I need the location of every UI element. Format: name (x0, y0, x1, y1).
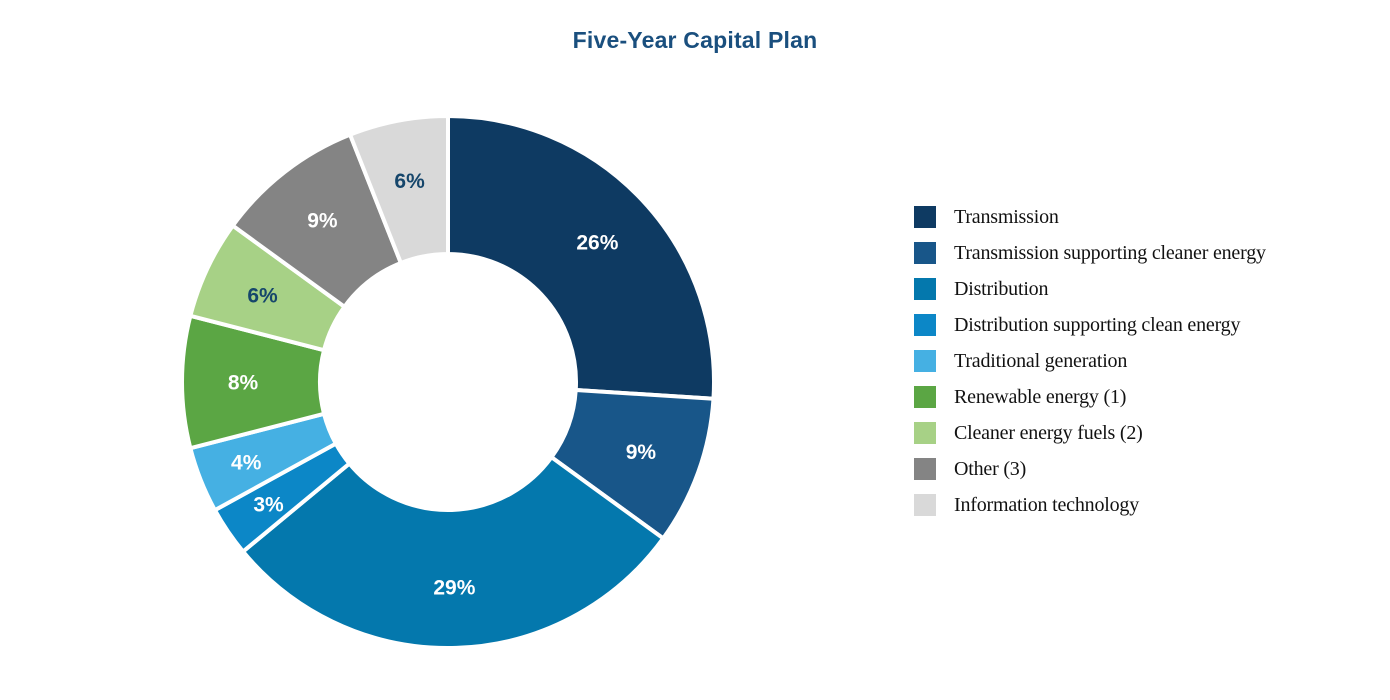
donut-segment-0 (446, 114, 716, 401)
legend-label: Transmission (954, 205, 1059, 228)
legend-item-8: Information technology (914, 487, 1266, 523)
legend-item-1: Transmission supporting cleaner energy (914, 235, 1266, 271)
legend-swatch (914, 494, 936, 516)
segment-value-label: 3% (253, 494, 284, 517)
donut-chart-svg: 26% 9% 29% 3% 4% 8% 6% 9% 6% (180, 114, 716, 650)
legend-swatch (914, 350, 936, 372)
segment-value-label: 6% (247, 284, 278, 307)
legend-label: Other (3) (954, 457, 1027, 480)
chart-title: Five-Year Capital Plan (572, 27, 818, 53)
legend-item-7: Other (3) (914, 451, 1266, 487)
legend-label: Distribution (954, 277, 1049, 300)
chart-legend: Transmission Transmission supporting clea… (914, 199, 1266, 523)
legend-swatch (914, 206, 936, 228)
donut-segment-8 (348, 114, 450, 265)
segment-value-label: 9% (307, 210, 338, 233)
segment-value-label: 29% (433, 576, 475, 599)
donut-chart: 26% 9% 29% 3% 4% 8% 6% 9% 6% (178, 112, 718, 652)
legend-item-3: Distribution supporting clean energy (914, 307, 1266, 343)
legend-swatch (914, 278, 936, 300)
segment-value-label: 8% (228, 372, 259, 395)
legend-swatch (914, 242, 936, 264)
legend-label: Traditional generation (954, 349, 1128, 372)
legend-item-5: Renewable energy (1) (914, 379, 1266, 415)
segment-value-label: 26% (576, 231, 618, 254)
segment-value-label: 6% (394, 170, 425, 193)
legend-label: Distribution supporting clean energy (954, 313, 1241, 336)
segment-value-label: 4% (231, 451, 262, 474)
legend-item-4: Traditional generation (914, 343, 1266, 379)
donut-segment-2 (241, 455, 666, 650)
legend-item-0: Transmission (914, 199, 1266, 235)
legend-label: Information technology (954, 493, 1139, 516)
legend-swatch (914, 386, 936, 408)
segment-value-label: 9% (626, 441, 657, 464)
legend-swatch (914, 458, 936, 480)
legend-label: Cleaner energy fuels (2) (954, 421, 1143, 444)
legend-swatch (914, 314, 936, 336)
legend-label: Transmission supporting cleaner energy (954, 241, 1266, 264)
legend-swatch (914, 422, 936, 444)
legend-item-6: Cleaner energy fuels (2) (914, 415, 1266, 451)
legend-item-2: Distribution (914, 271, 1266, 307)
legend-label: Renewable energy (1) (954, 385, 1127, 408)
